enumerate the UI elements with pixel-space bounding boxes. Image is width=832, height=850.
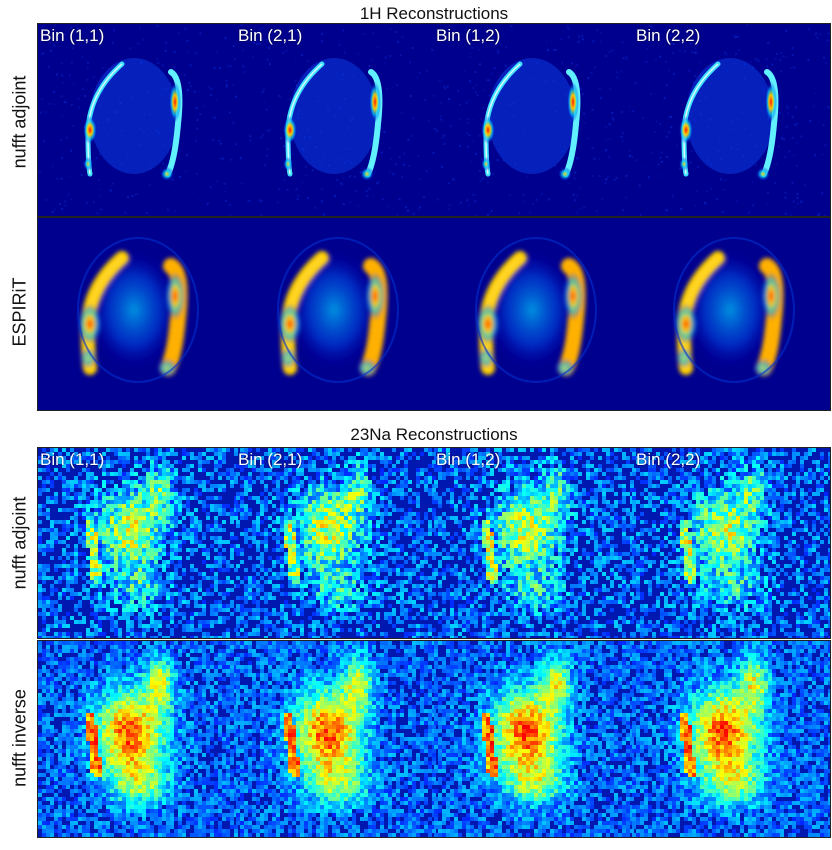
bin-label: Bin (1,2) <box>436 26 501 45</box>
image-panel-23na-inverse <box>37 640 831 838</box>
section-title-1h: 1H Reconstructions <box>359 4 509 23</box>
row-label-23na-inverse: nufft inverse <box>9 689 30 787</box>
image-panel-1h-adjoint: Bin (1,1) Bin (2,1) Bin (1,2) Bin (2,2) <box>37 23 831 217</box>
row-label-1h-espirit: ESPIRiT <box>9 277 30 347</box>
bin-label: Bin (2,2) <box>636 26 701 45</box>
row-label-1h-adjoint: nufft adjoint <box>9 75 30 169</box>
bin-label: Bin (2,2) <box>636 450 701 469</box>
image-panel-1h-espirit <box>37 217 831 411</box>
bin-label: Bin (1,1) <box>40 26 105 45</box>
bin-label: Bin (2,1) <box>238 450 303 469</box>
bin-label: Bin (1,2) <box>436 450 501 469</box>
bin-label: Bin (1,1) <box>40 450 105 469</box>
bin-label: Bin (2,1) <box>238 26 303 45</box>
section-title-23na: 23Na Reconstructions <box>350 425 518 444</box>
image-panel-23na-adjoint: Bin (1,1) Bin (2,1) Bin (1,2) Bin (2,2) <box>37 447 831 639</box>
row-label-23na-adjoint: nufft adjoint <box>9 496 30 590</box>
